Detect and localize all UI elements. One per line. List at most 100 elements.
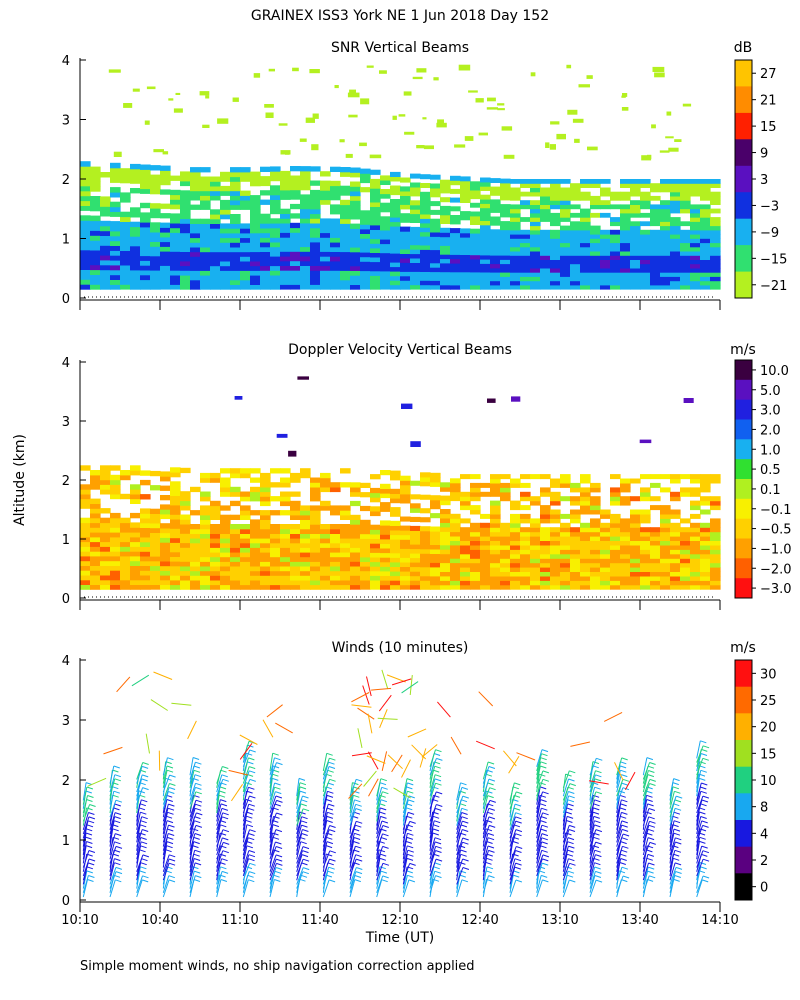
heatmap-cell [260, 227, 271, 234]
heatmap-cell [250, 199, 261, 206]
heatmap-cell [580, 234, 591, 239]
wind-barb-flag [195, 791, 202, 795]
wind-barb-flag [167, 807, 175, 811]
heatmap-cell [700, 212, 711, 218]
heatmap-cell [160, 495, 171, 501]
heatmap-cell [280, 579, 291, 586]
wind-barb [216, 871, 223, 889]
wind-barb-flag [88, 875, 95, 878]
heatmap-cell [280, 227, 291, 233]
heatmap-cell [400, 195, 411, 201]
echo-cell [668, 147, 679, 152]
heatmap-cell [710, 580, 721, 586]
wind-barb [296, 867, 304, 885]
wind-barb [109, 778, 116, 797]
heatmap-cell [450, 522, 461, 528]
heatmap-cell [490, 575, 501, 581]
heatmap-cell [500, 246, 511, 252]
wind-barb [162, 808, 169, 826]
heatmap-cell [320, 256, 331, 262]
heatmap-cell [670, 580, 681, 586]
heatmap-cell [80, 161, 91, 167]
wind-barb-flag [540, 799, 547, 803]
echo-cell [173, 108, 183, 113]
wind-barb-flag [699, 811, 706, 815]
heatmap-cell [290, 241, 301, 247]
heatmap-cell [640, 540, 651, 546]
heatmap-cell [430, 245, 441, 251]
wind-barb-flag [86, 866, 94, 870]
heatmap-cell [530, 584, 541, 590]
wind-barb-flag [621, 811, 628, 815]
heatmap-cell [260, 551, 271, 558]
heatmap-cell [470, 567, 481, 572]
wind-barb-flag [86, 799, 93, 802]
heatmap-cell [320, 486, 331, 493]
heatmap-cell [400, 484, 411, 490]
wind-barb [696, 782, 702, 801]
heatmap-cell [290, 533, 301, 539]
wind-barb-flag [88, 816, 96, 820]
heatmap-cell [570, 212, 581, 218]
heatmap-cell [180, 565, 191, 572]
heatmap-cell [240, 542, 251, 548]
heatmap-cell [690, 238, 701, 244]
heatmap-cell [190, 185, 201, 192]
heatmap-cell [440, 584, 451, 590]
heatmap-cell [280, 547, 291, 553]
wind-barb [562, 845, 569, 864]
heatmap-cell [700, 259, 711, 265]
wind-barb-flag [326, 853, 333, 857]
heatmap-cell [90, 584, 101, 590]
heatmap-cell [680, 527, 691, 533]
heatmap-cell [250, 171, 261, 177]
heatmap-cell [370, 220, 381, 226]
heatmap-cell [140, 579, 151, 585]
wind-barb [616, 875, 624, 893]
heatmap-cell [200, 270, 211, 276]
heatmap-cell [590, 584, 601, 590]
y-tick-label: 4 [62, 54, 70, 69]
heatmap-cell [300, 237, 311, 243]
heatmap-cell [550, 544, 561, 550]
heatmap-cell [310, 166, 321, 172]
heatmap-cell [370, 206, 381, 212]
heatmap-cell [630, 238, 641, 244]
x-tick-label: 13:10 [541, 913, 578, 928]
wind-barb [562, 829, 570, 847]
heatmap-cell [350, 570, 361, 576]
heatmap-cell [370, 224, 381, 230]
heatmap-cell [420, 548, 431, 554]
wind-barb-flag [406, 778, 414, 782]
heatmap-cell [510, 558, 521, 564]
heatmap-cell [510, 234, 521, 239]
wind-barb-flag [540, 816, 547, 819]
wind-barb [456, 858, 464, 877]
heatmap-cell [180, 270, 191, 276]
heatmap-cell [160, 560, 171, 567]
heatmap-cell [140, 522, 151, 528]
wind-barb-flag [193, 769, 201, 773]
heatmap-cell [380, 488, 391, 494]
wind-barb-flag [246, 811, 253, 815]
echo-cell [401, 403, 413, 409]
heatmap-cell [690, 259, 701, 265]
heatmap-cell [370, 215, 381, 221]
heatmap-cell [600, 571, 611, 577]
heatmap-cell [510, 513, 521, 519]
heatmap-cell [460, 276, 471, 281]
wind-barb [482, 845, 489, 864]
heatmap-cell [580, 558, 591, 564]
wind-barb-flag [594, 875, 602, 878]
heatmap-cell [550, 540, 561, 546]
wind-barb [349, 846, 356, 864]
heatmap-cell [210, 275, 221, 281]
wind-barb-flag [488, 875, 495, 879]
heatmap-cell [540, 575, 551, 581]
heatmap-cell [170, 528, 181, 534]
heatmap-cell [470, 540, 481, 546]
heatmap-cell [710, 217, 721, 222]
heatmap-cell [220, 185, 231, 192]
heatmap-cell [350, 284, 361, 290]
heatmap-cell [310, 265, 321, 271]
